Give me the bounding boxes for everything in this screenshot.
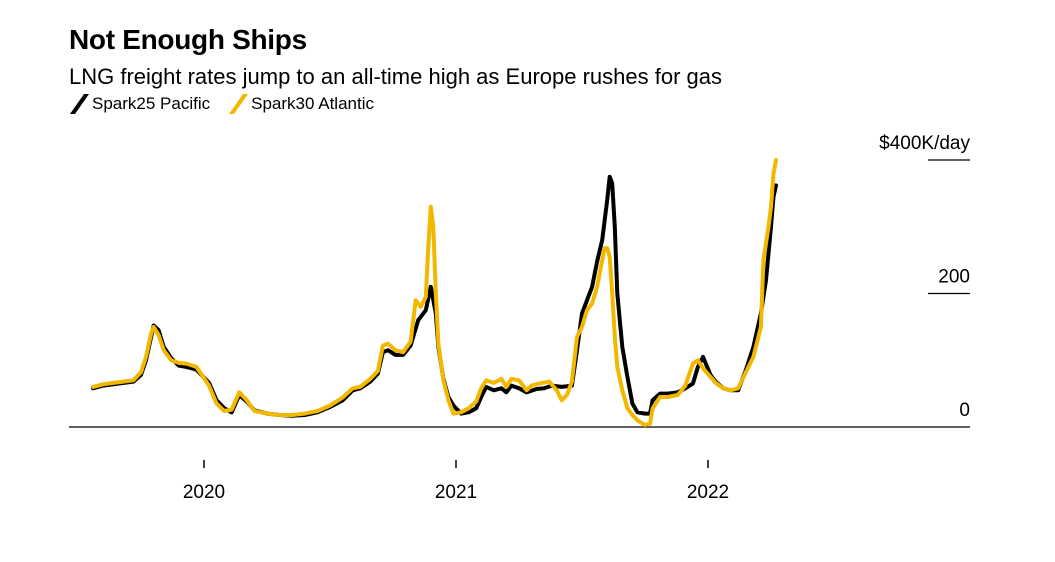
series-line-spark30-atlantic (91, 158, 778, 427)
legend-label-spark30-atlantic: Spark30 Atlantic (251, 94, 374, 113)
legend-item-spark25-pacific: Spark25 Pacific (69, 94, 210, 114)
x-tick-label-2021: 2021 (435, 482, 477, 503)
x-tick-label-2022: 2022 (687, 482, 729, 503)
legend-label-spark25-pacific: Spark25 Pacific (92, 94, 211, 113)
y-tick-label-0: 0 (959, 400, 970, 421)
chart-legend: Spark25 Pacific Spark30 Atlantic (69, 94, 392, 114)
y-tick-label-400: $400K/day (879, 133, 970, 154)
chart-title: Not Enough Ships (69, 24, 307, 55)
x-tick-label-2020: 2020 (183, 482, 225, 503)
series-line-spark25-pacific (91, 174, 778, 418)
chart-subtitle: LNG freight rates jump to an all-time hi… (69, 64, 722, 89)
legend-item-spark30-atlantic: Spark30 Atlantic (228, 94, 374, 114)
y-tick-label-200: 200 (938, 267, 970, 288)
